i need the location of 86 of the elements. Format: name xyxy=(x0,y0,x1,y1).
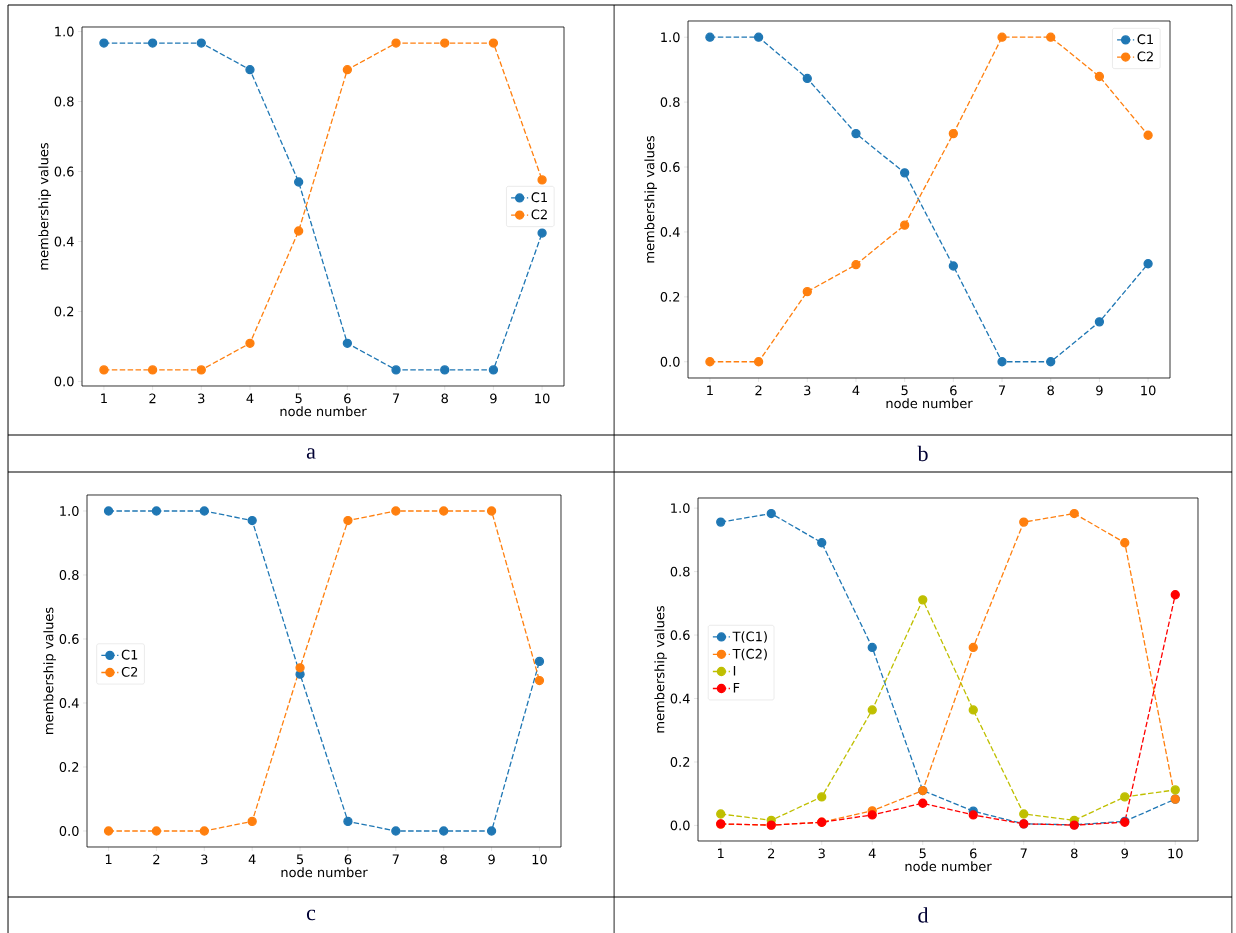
y-tick-label: 0.6 xyxy=(660,161,680,172)
x-axis-title: node number xyxy=(905,860,992,872)
x-tick-label: 7 xyxy=(1020,848,1027,858)
y-tick-label: 0.0 xyxy=(54,376,74,387)
y-tick-label: 0.4 xyxy=(670,693,690,704)
y-tick-label: 0.2 xyxy=(59,761,79,772)
text: c xyxy=(306,909,316,921)
y-tick-label: 0.2 xyxy=(660,291,680,302)
x-axis-title: node number xyxy=(886,397,973,409)
x-tick-label: 6 xyxy=(970,848,977,859)
y-tick-label: 1.0 xyxy=(671,502,690,513)
x-tick-label: 4 xyxy=(248,854,256,864)
legend-label: C1 xyxy=(1137,34,1153,44)
x-tick-label: 7 xyxy=(392,393,400,403)
legend-label: F xyxy=(733,682,740,693)
legend-label: C1 xyxy=(531,192,547,202)
x-tick-label: 9 xyxy=(1121,848,1128,859)
x-tick-label: 2 xyxy=(755,385,762,395)
y-axis-title: membership values xyxy=(43,607,56,734)
y-axis-title: membership values xyxy=(644,135,657,263)
x-tick-label: 4 xyxy=(852,385,860,395)
x-tick-label: 5 xyxy=(919,848,926,858)
text: a xyxy=(306,447,316,459)
y-tick-label: 0.0 xyxy=(670,820,690,831)
x-tick-label: 10 xyxy=(1141,385,1156,396)
x-tick-label: 1 xyxy=(101,393,107,403)
x-tick-label: 8 xyxy=(1071,848,1078,859)
x-tick-label: 5 xyxy=(295,393,302,403)
y-tick-label: 0.2 xyxy=(54,306,74,317)
x-axis-title: node number xyxy=(281,866,368,878)
y-tick-label: 0.8 xyxy=(670,566,690,577)
x-tick-label: 1 xyxy=(707,385,713,395)
y-tick-label: 0.6 xyxy=(670,629,690,640)
x-tick-label: 9 xyxy=(490,393,497,404)
y-tick-label: 0.6 xyxy=(54,166,74,177)
x-tick-label: 3 xyxy=(818,848,825,859)
legend-label: C2 xyxy=(531,209,547,220)
x-axis-title: node number xyxy=(280,405,367,417)
x-tick-label: 8 xyxy=(440,854,447,865)
x-tick-label: 10 xyxy=(532,854,547,865)
x-tick-label: 3 xyxy=(201,854,208,865)
x-tick-label: 6 xyxy=(344,393,351,404)
y-tick-label: 1.0 xyxy=(55,26,74,37)
y-tick-label: 0.0 xyxy=(660,356,680,367)
x-tick-label: 3 xyxy=(198,393,205,404)
legend-label: C2 xyxy=(121,666,138,677)
x-tick-label: 6 xyxy=(950,385,957,396)
y-tick-label: 1.0 xyxy=(661,32,680,42)
y-tick-label: 1.0 xyxy=(60,505,79,516)
y-tick-label: 0.4 xyxy=(54,236,74,247)
x-tick-label: 4 xyxy=(868,848,876,858)
y-axis-title: membership values xyxy=(38,142,51,270)
y-tick-label: 0.0 xyxy=(59,825,79,836)
x-tick-label: 3 xyxy=(804,385,811,396)
y-tick-label: 0.4 xyxy=(660,226,680,237)
y-tick-label: 0.8 xyxy=(54,96,74,107)
x-tick-label: 2 xyxy=(153,854,160,864)
x-tick-label: 10 xyxy=(1168,848,1183,859)
x-tick-label: 8 xyxy=(441,393,448,404)
x-tick-label: 1 xyxy=(718,848,724,858)
y-tick-label: 0.6 xyxy=(59,633,79,644)
x-tick-label: 10 xyxy=(535,393,550,404)
x-tick-label: 9 xyxy=(1096,385,1103,396)
x-tick-label: 7 xyxy=(998,385,1006,395)
x-tick-label: 2 xyxy=(768,848,775,858)
x-tick-label: 6 xyxy=(344,854,352,865)
x-tick-label: 8 xyxy=(1047,385,1054,396)
text: d xyxy=(918,907,929,923)
x-tick-label: 1 xyxy=(105,854,112,864)
x-tick-label: 4 xyxy=(246,393,254,403)
y-tick-label: 0.4 xyxy=(59,697,79,708)
y-axis-title: membership values xyxy=(654,605,667,733)
x-tick-label: 5 xyxy=(296,854,304,864)
x-tick-label: 7 xyxy=(392,854,399,864)
legend-label: I xyxy=(733,665,736,676)
x-tick-label: 5 xyxy=(901,385,908,395)
y-tick-label: 0.2 xyxy=(670,756,690,767)
legend-label: C1 xyxy=(121,649,138,660)
y-tick-label: 0.8 xyxy=(59,569,79,580)
x-tick-label: 2 xyxy=(149,393,156,403)
legend-label: T(C1) xyxy=(732,631,767,643)
x-tick-label: 9 xyxy=(488,854,495,865)
y-tick-label: 0.8 xyxy=(660,96,680,107)
legend-label: C2 xyxy=(1137,51,1153,62)
legend-label: T(C2) xyxy=(732,648,767,660)
text: b xyxy=(917,445,928,461)
